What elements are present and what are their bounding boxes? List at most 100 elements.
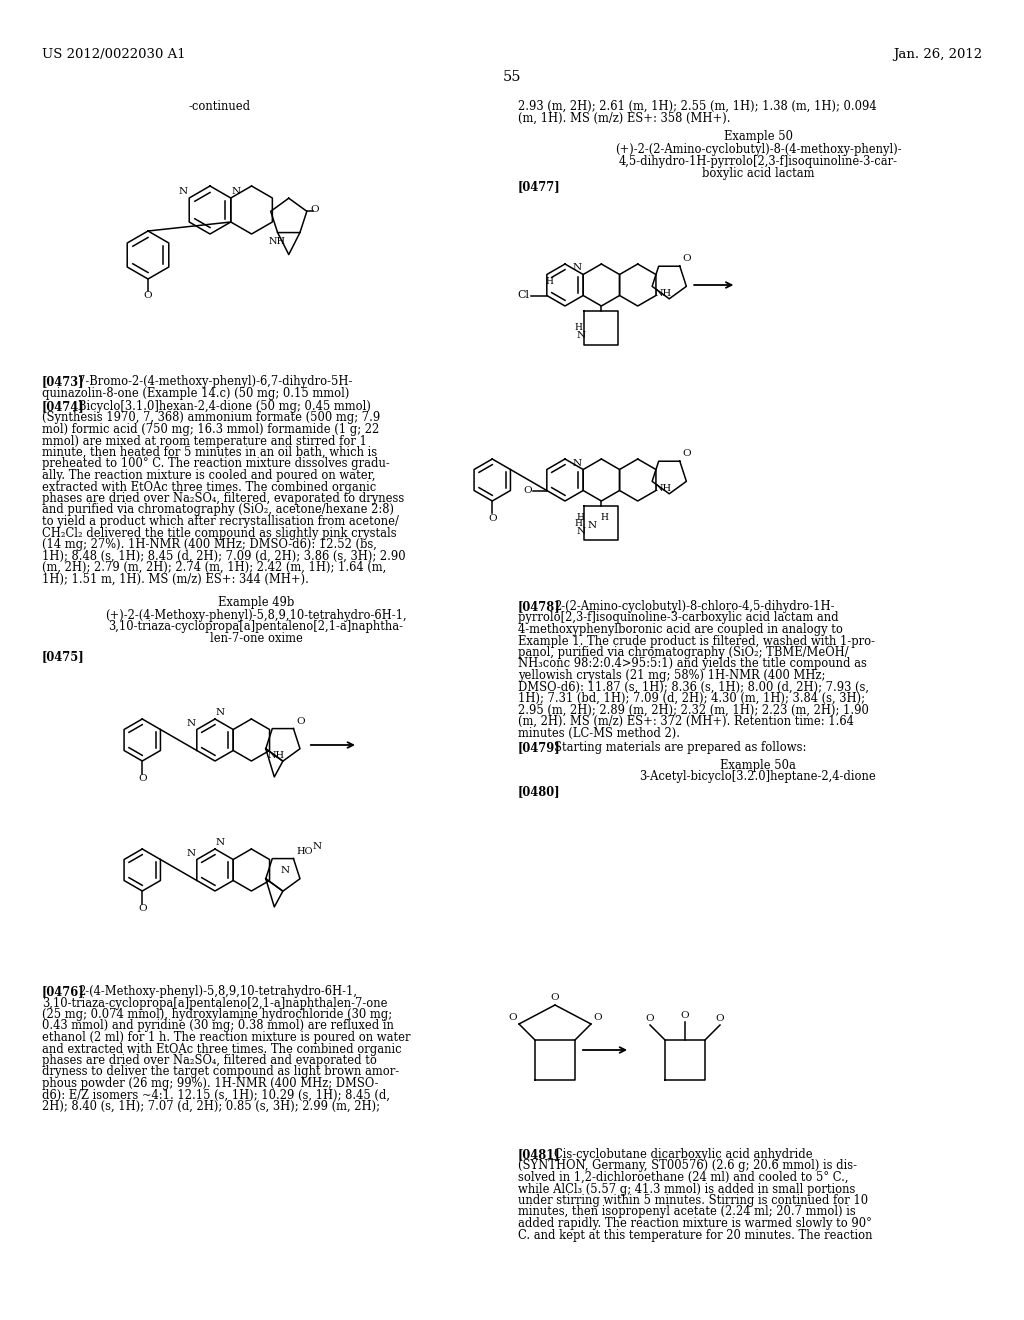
Text: (14 mg; 27%). 1H-NMR (400 MHz; DMSO-d6): 12.52 (bs,: (14 mg; 27%). 1H-NMR (400 MHz; DMSO-d6):… [42,539,377,550]
Text: Cis-cyclobutane dicarboxylic acid anhydride: Cis-cyclobutane dicarboxylic acid anhydr… [554,1148,813,1162]
Text: len-7-one oxime: len-7-one oxime [210,631,302,644]
Text: O: O [683,449,691,458]
Text: N: N [186,718,196,727]
Text: 2.93 (m, 2H); 2.61 (m, 1H); 2.55 (m, 1H); 1.38 (m, 1H); 0.094: 2.93 (m, 2H); 2.61 (m, 1H); 2.55 (m, 1H)… [518,100,877,114]
Text: O: O [716,1014,724,1023]
Text: 2.95 (m, 2H); 2.89 (m, 2H); 2.32 (m, 1H); 2.23 (m, 2H); 1.90: 2.95 (m, 2H); 2.89 (m, 2H); 2.32 (m, 1H)… [518,704,869,717]
Text: (+)-2-(2-Amino-cyclobutyl)-8-(4-methoxy-phenyl)-: (+)-2-(2-Amino-cyclobutyl)-8-(4-methoxy-… [614,144,901,157]
Text: 1H); 8.48 (s, 1H); 8.45 (d, 2H); 7.09 (d, 2H); 3.86 (s, 3H); 2.90: 1H); 8.48 (s, 1H); 8.45 (d, 2H); 7.09 (d… [42,549,406,562]
Text: 3,10-triaza-cyclopropa[a]pentaleno[2,1-a]naphthalen-7-one: 3,10-triaza-cyclopropa[a]pentaleno[2,1-a… [42,997,387,1010]
Text: O: O [311,205,319,214]
Text: [0475]: [0475] [42,649,85,663]
Text: quinazolin-8-one (Example 14.c) (50 mg; 0.15 mmol): quinazolin-8-one (Example 14.c) (50 mg; … [42,387,349,400]
Text: N: N [577,331,586,341]
Text: O: O [681,1011,689,1020]
Text: Example 49b: Example 49b [218,597,294,609]
Text: 4,5-dihydro-1H-pyrrolo[2,3-f]isoquinoline-3-car-: 4,5-dihydro-1H-pyrrolo[2,3-f]isoquinolin… [618,154,897,168]
Text: NH: NH [267,751,285,760]
Text: (SYNTHON, Germany, ST00576) (2.6 g; 20.6 mmol) is dis-: (SYNTHON, Germany, ST00576) (2.6 g; 20.6… [518,1159,857,1172]
Text: Starting materials are prepared as follows:: Starting materials are prepared as follo… [554,741,806,754]
Text: NH: NH [654,484,672,494]
Text: [0481]: [0481] [518,1148,561,1162]
Text: 2-(2-Amino-cyclobutyl)-8-chloro-4,5-dihydro-1H-: 2-(2-Amino-cyclobutyl)-8-chloro-4,5-dihy… [554,601,835,612]
Text: 55: 55 [503,70,521,84]
Text: N: N [577,527,586,536]
Text: N: N [231,187,241,195]
Text: yellowish crystals (21 mg; 58%) 1H-NMR (400 MHz;: yellowish crystals (21 mg; 58%) 1H-NMR (… [518,669,825,682]
Text: N: N [312,842,322,850]
Text: N: N [572,458,582,467]
Text: 1H); 1.51 m, 1H). MS (m/z) ES+: 344 (MH+).: 1H); 1.51 m, 1H). MS (m/z) ES+: 344 (MH+… [42,573,309,586]
Text: O: O [138,774,146,783]
Text: (+)-2-(4-Methoxy-phenyl)-5,8,9,10-tetrahydro-6H-1,: (+)-2-(4-Methoxy-phenyl)-5,8,9,10-tetrah… [105,609,407,622]
Text: O: O [488,513,497,523]
Text: dryness to deliver the target compound as light brown amor-: dryness to deliver the target compound a… [42,1065,399,1078]
Text: phous powder (26 mg; 99%). 1H-NMR (400 MHz; DMSO-: phous powder (26 mg; 99%). 1H-NMR (400 M… [42,1077,379,1090]
Text: NH₃conc 98:2:0.4>95:5:1) and yields the title compound as: NH₃conc 98:2:0.4>95:5:1) and yields the … [518,657,867,671]
Text: Example 50a: Example 50a [720,759,796,771]
Text: O: O [646,1014,654,1023]
Text: O: O [593,1012,602,1022]
Text: while AlCl₃ (5.57 g; 41.3 mmol) is added in small portions: while AlCl₃ (5.57 g; 41.3 mmol) is added… [518,1183,855,1196]
Text: phases are dried over Na₂SO₄, filtered and evaporated to: phases are dried over Na₂SO₄, filtered a… [42,1053,377,1067]
Text: O: O [297,717,305,726]
Text: [0477]: [0477] [518,180,561,193]
Text: H: H [546,276,554,285]
Text: H: H [574,519,583,528]
Text: minutes (LC-MS method 2).: minutes (LC-MS method 2). [518,726,680,739]
Text: (m, 2H); 2.79 (m, 2H); 2.74 (m, 1H); 2.42 (m, 1H); 1.64 (m,: (m, 2H); 2.79 (m, 2H); 2.74 (m, 1H); 2.4… [42,561,386,574]
Text: N: N [216,708,225,717]
Text: ally. The reaction mixture is cooled and poured on water,: ally. The reaction mixture is cooled and… [42,469,376,482]
Text: preheated to 100° C. The reaction mixture dissolves gradu-: preheated to 100° C. The reaction mixtur… [42,458,390,470]
Text: [0476]: [0476] [42,985,85,998]
Text: NH: NH [269,236,286,246]
Text: O: O [508,1012,517,1022]
Text: phases are dried over Na₂SO₄, filtered, evaporated to dryness: phases are dried over Na₂SO₄, filtered, … [42,492,404,506]
Text: CH₂Cl₂ delivered the title compound as slightly pink crystals: CH₂Cl₂ delivered the title compound as s… [42,527,396,540]
Text: 0.43 mmol) and pyridine (30 mg; 0.38 mmol) are refluxed in: 0.43 mmol) and pyridine (30 mg; 0.38 mmo… [42,1019,394,1032]
Text: mol) formic acid (750 mg; 16.3 mmol) formamide (1 g; 22: mol) formic acid (750 mg; 16.3 mmol) for… [42,422,379,436]
Text: HO: HO [297,846,313,855]
Text: H: H [574,323,583,333]
Text: boxylic acid lactam: boxylic acid lactam [701,166,814,180]
Text: and extracted with EtOAc three times. The combined organic: and extracted with EtOAc three times. Th… [42,1043,401,1056]
Text: and purified via chromatography (SiO₂, acetone/hexane 2:8): and purified via chromatography (SiO₂, a… [42,503,394,516]
Text: solved in 1,2-dichloroethane (24 ml) and cooled to 5° C.,: solved in 1,2-dichloroethane (24 ml) and… [518,1171,849,1184]
Text: 4-methoxyphenylboronic acid are coupled in analogy to: 4-methoxyphenylboronic acid are coupled … [518,623,843,636]
Text: N: N [216,838,225,847]
Text: N: N [178,187,187,195]
Text: O: O [683,255,691,263]
Text: 3,10-triaza-cyclopropa[a]pentaleno[2,1-a]naphtha-: 3,10-triaza-cyclopropa[a]pentaleno[2,1-a… [109,620,403,634]
Text: minute, then heated for 5 minutes in an oil bath, which is: minute, then heated for 5 minutes in an … [42,446,377,459]
Text: under stirring within 5 minutes. Stirring is continued for 10: under stirring within 5 minutes. Stirrin… [518,1195,868,1206]
Text: d6): E/Z isomers ~4:1. 12.15 (s, 1H); 10.29 (s, 1H); 8.45 (d,: d6): E/Z isomers ~4:1. 12.15 (s, 1H); 10… [42,1089,390,1101]
Text: (25 mg; 0.074 mmol), hydroxylamine hydrochloride (30 mg;: (25 mg; 0.074 mmol), hydroxylamine hydro… [42,1008,392,1020]
Text: N: N [588,521,597,531]
Text: (Synthesis 1970, 7, 368) ammonium formate (500 mg; 7.9: (Synthesis 1970, 7, 368) ammonium format… [42,412,380,425]
Text: ethanol (2 ml) for 1 h. The reaction mixture is poured on water: ethanol (2 ml) for 1 h. The reaction mix… [42,1031,411,1044]
Text: NH: NH [654,289,672,298]
Text: US 2012/0022030 A1: US 2012/0022030 A1 [42,48,185,61]
Text: N: N [572,264,582,272]
Text: Bicyclo[3.1.0]hexan-2,4-dione (50 mg; 0.45 mmol): Bicyclo[3.1.0]hexan-2,4-dione (50 mg; 0.… [78,400,371,413]
Text: to yield a product which after recrystallisation from acetone/: to yield a product which after recrystal… [42,515,399,528]
Text: [0474]: [0474] [42,400,85,413]
Text: 2H); 8.40 (s, 1H); 7.07 (d, 2H); 0.85 (s, 3H); 2.99 (m, 2H);: 2H); 8.40 (s, 1H); 7.07 (d, 2H); 0.85 (s… [42,1100,380,1113]
Text: 2-(4-Methoxy-phenyl)-5,8,9,10-tetrahydro-6H-1,: 2-(4-Methoxy-phenyl)-5,8,9,10-tetrahydro… [78,985,357,998]
Text: extracted with EtOAc three times. The combined organic: extracted with EtOAc three times. The co… [42,480,376,494]
Text: -continued: -continued [189,100,251,114]
Text: [0479]: [0479] [518,741,561,754]
Text: H: H [577,513,585,521]
Text: added rapidly. The reaction mixture is warmed slowly to 90°: added rapidly. The reaction mixture is w… [518,1217,871,1230]
Text: 3-Acetyl-bicyclo[3.2.0]heptane-2,4-dione: 3-Acetyl-bicyclo[3.2.0]heptane-2,4-dione [640,770,877,783]
Text: O: O [138,904,146,913]
Text: N: N [186,849,196,858]
Text: [0480]: [0480] [518,785,560,799]
Text: [0478]: [0478] [518,601,561,612]
Text: 1H); 7.31 (bd, 1H); 7.09 (d, 2H); 4.30 (m, 1H); 3.84 (s, 3H);: 1H); 7.31 (bd, 1H); 7.09 (d, 2H); 4.30 (… [518,692,865,705]
Text: O: O [523,486,531,495]
Text: Example 50: Example 50 [724,129,793,143]
Text: C. and kept at this temperature for 20 minutes. The reaction: C. and kept at this temperature for 20 m… [518,1229,872,1242]
Text: O: O [143,290,153,300]
Text: O: O [551,993,559,1002]
